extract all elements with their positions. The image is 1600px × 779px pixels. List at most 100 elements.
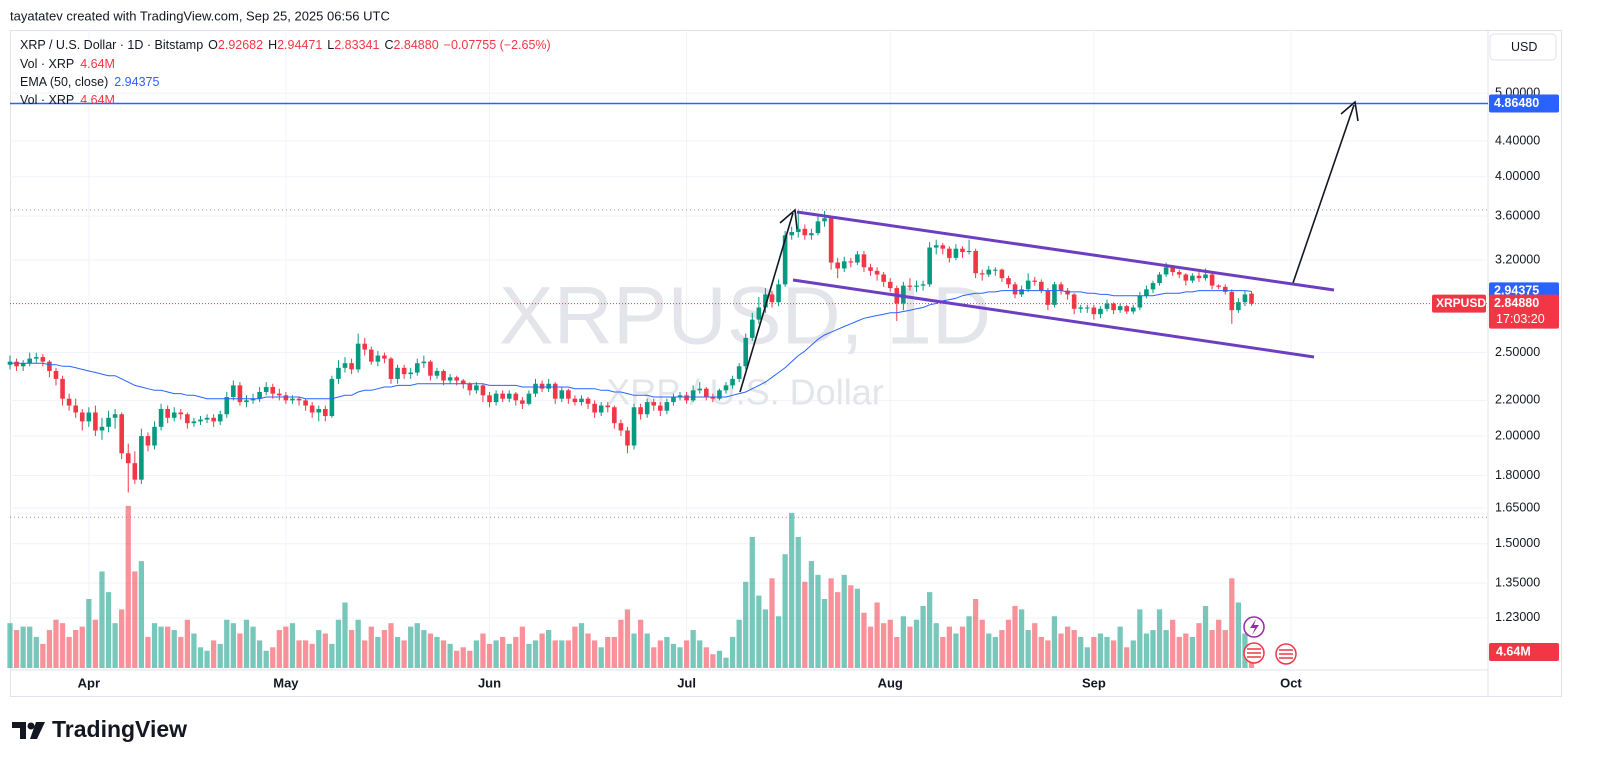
volume-bar — [329, 643, 335, 668]
y-tick-label: 2.20000 — [1495, 393, 1540, 407]
candle-body — [644, 402, 650, 415]
candle-body — [973, 250, 978, 274]
volume-bar — [756, 595, 762, 668]
candle-body — [382, 355, 387, 359]
volume-bar — [132, 571, 138, 668]
hline-label: 4.86480 — [1494, 96, 1539, 110]
candle-body — [533, 383, 538, 394]
volume-bar — [1137, 609, 1143, 668]
volume-bar — [1222, 630, 1228, 668]
volume-bar — [887, 619, 893, 668]
volume-bar — [907, 626, 913, 668]
volume-bar — [486, 643, 493, 668]
volume-bar — [933, 623, 939, 668]
candle-body — [1078, 307, 1084, 309]
candle-body — [585, 398, 591, 404]
candle-body — [33, 357, 39, 359]
candle-body — [1111, 303, 1116, 311]
volume-bar — [1058, 633, 1064, 668]
candle-body — [526, 393, 532, 404]
volume-bar — [723, 657, 729, 668]
volume-bar — [657, 640, 663, 668]
candle-body — [277, 393, 282, 396]
volume-bar — [716, 650, 723, 668]
candle-body — [1170, 267, 1175, 273]
candle-body — [165, 408, 170, 418]
candle-body — [651, 402, 657, 406]
volume-bar — [1032, 623, 1038, 668]
volume-bar — [33, 636, 39, 668]
candle-body — [1144, 289, 1149, 296]
candle-body — [743, 337, 749, 367]
candle-body — [795, 228, 801, 233]
candle-body — [93, 412, 98, 431]
x-tick-label: Oct — [1280, 675, 1302, 690]
candle-body — [704, 388, 709, 398]
y-tick-label: 3.20000 — [1495, 252, 1540, 266]
candle-body — [1045, 290, 1051, 305]
candle-body — [881, 274, 886, 282]
volume-bar — [27, 626, 33, 668]
currency[interactable]: USD — [1511, 40, 1537, 54]
volume-bar — [237, 633, 243, 668]
currency-button[interactable] — [1489, 33, 1557, 61]
open-value: 2.92682 — [218, 38, 263, 52]
volume-bar — [480, 633, 486, 668]
candle-body — [257, 391, 262, 399]
candle-body — [139, 436, 144, 480]
candle-body — [1236, 302, 1241, 311]
volume-bar — [1189, 636, 1196, 668]
volume-bar — [1012, 605, 1018, 668]
volume-bar — [841, 574, 847, 668]
candle-body — [185, 414, 190, 424]
candle-body — [579, 398, 584, 403]
candle-body — [605, 405, 611, 408]
volume-bar — [197, 647, 204, 668]
candle-body — [441, 370, 446, 381]
candle-body — [914, 285, 919, 287]
candle-body — [237, 385, 243, 403]
volume-bar — [454, 650, 460, 668]
volume-bar — [519, 626, 526, 668]
volume-bar — [230, 623, 236, 668]
candle-body — [690, 390, 696, 401]
ohlc-prefix: C — [384, 38, 393, 52]
candle-body — [697, 388, 703, 391]
candle-body — [1222, 286, 1228, 292]
candle-body — [152, 426, 157, 446]
candle-body — [408, 372, 414, 375]
volume-bar — [20, 626, 26, 668]
volume-bar — [250, 626, 256, 668]
candle-body — [802, 228, 808, 236]
y-tick-label: 1.65000 — [1495, 500, 1540, 514]
volume-bar — [605, 636, 611, 668]
volume-label-bg — [1489, 642, 1559, 661]
candle-body — [428, 361, 433, 376]
channel-lower — [792, 278, 1315, 359]
arrow-line — [1292, 104, 1355, 284]
volume-bar — [946, 626, 952, 668]
ema-name: EMA (50, close) — [20, 75, 108, 89]
volume-bar — [184, 619, 190, 668]
volume-bar — [795, 536, 801, 668]
candle-body — [1242, 294, 1248, 303]
volume-bar — [808, 561, 815, 668]
brand-logo — [12, 722, 45, 739]
candle-body — [112, 414, 118, 418]
y-tick-label: 4.40000 — [1495, 133, 1540, 147]
candle-body — [66, 398, 72, 406]
candle-body — [73, 405, 78, 413]
volume-bar — [670, 643, 677, 668]
candle-body — [47, 361, 52, 371]
candle-body — [119, 414, 124, 454]
arrow-head — [1340, 100, 1359, 122]
volume-bar — [1117, 626, 1123, 668]
volume-bar — [644, 633, 650, 668]
volume-bar — [1071, 630, 1077, 668]
y-tick-label: 1.80000 — [1495, 468, 1540, 482]
candle-body — [993, 269, 998, 271]
volume-bar — [243, 619, 250, 668]
candle-body — [1052, 284, 1057, 305]
volume-bar — [7, 623, 13, 668]
x-tick-label: Apr — [78, 675, 100, 690]
